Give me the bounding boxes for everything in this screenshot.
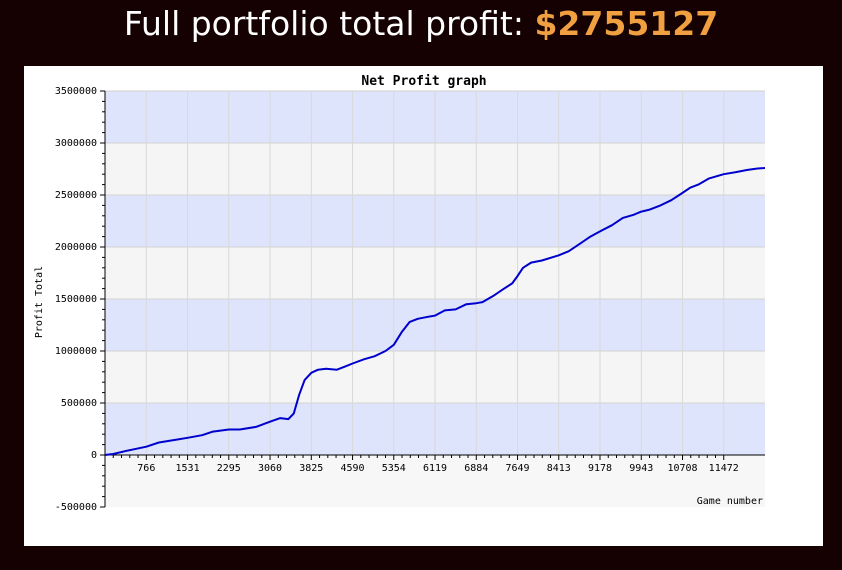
x-tick-label: 766 bbox=[137, 463, 155, 474]
x-tick-label: 7649 bbox=[506, 463, 530, 474]
y-tick-label: 3500000 bbox=[55, 86, 97, 97]
y-axis-label: Profit Total bbox=[34, 266, 45, 338]
x-tick-label: 11472 bbox=[709, 463, 739, 474]
x-tick-label: 2295 bbox=[217, 463, 241, 474]
x-tick-label: 9943 bbox=[629, 463, 653, 474]
y-tick-label: -500000 bbox=[55, 502, 97, 513]
x-tick-label: 6884 bbox=[464, 463, 488, 474]
y-tick-label: 0 bbox=[91, 450, 97, 461]
chart-title: Net Profit graph bbox=[361, 74, 486, 89]
x-tick-label: 3825 bbox=[299, 463, 323, 474]
portfolio-headline: Full portfolio total profit: $2755127 bbox=[0, 2, 842, 46]
y-tick-label: 500000 bbox=[61, 398, 97, 409]
y-tick-label: 2000000 bbox=[55, 242, 97, 253]
headline-prefix: Full portfolio total profit: bbox=[123, 4, 535, 43]
x-tick-label: 8413 bbox=[547, 463, 571, 474]
x-tick-label: 9178 bbox=[588, 463, 612, 474]
x-tick-label: 6119 bbox=[423, 463, 447, 474]
y-tick-label: 3000000 bbox=[55, 138, 97, 149]
net-profit-chart: -500000 0 500000 1000000 1500000 2000000 25000… bbox=[34, 74, 766, 513]
y-tick-label: 1000000 bbox=[55, 346, 97, 357]
y-tick-label: 2500000 bbox=[55, 190, 97, 201]
y-tick-label: 1500000 bbox=[55, 294, 97, 305]
x-tick-label: 3060 bbox=[258, 463, 282, 474]
x-tick-label: 5354 bbox=[382, 463, 406, 474]
x-tick-label: 1531 bbox=[176, 463, 200, 474]
total-profit-amount: $2755127 bbox=[534, 4, 719, 43]
x-tick-label: 10708 bbox=[667, 463, 697, 474]
profit-series-line bbox=[104, 167, 766, 456]
x-tick-label: 4590 bbox=[341, 463, 365, 474]
negative-area bbox=[105, 455, 765, 507]
chart-panel: -500000 0 500000 1000000 1500000 2000000 25000… bbox=[24, 66, 823, 546]
x-axis-label: Game number bbox=[697, 496, 763, 507]
